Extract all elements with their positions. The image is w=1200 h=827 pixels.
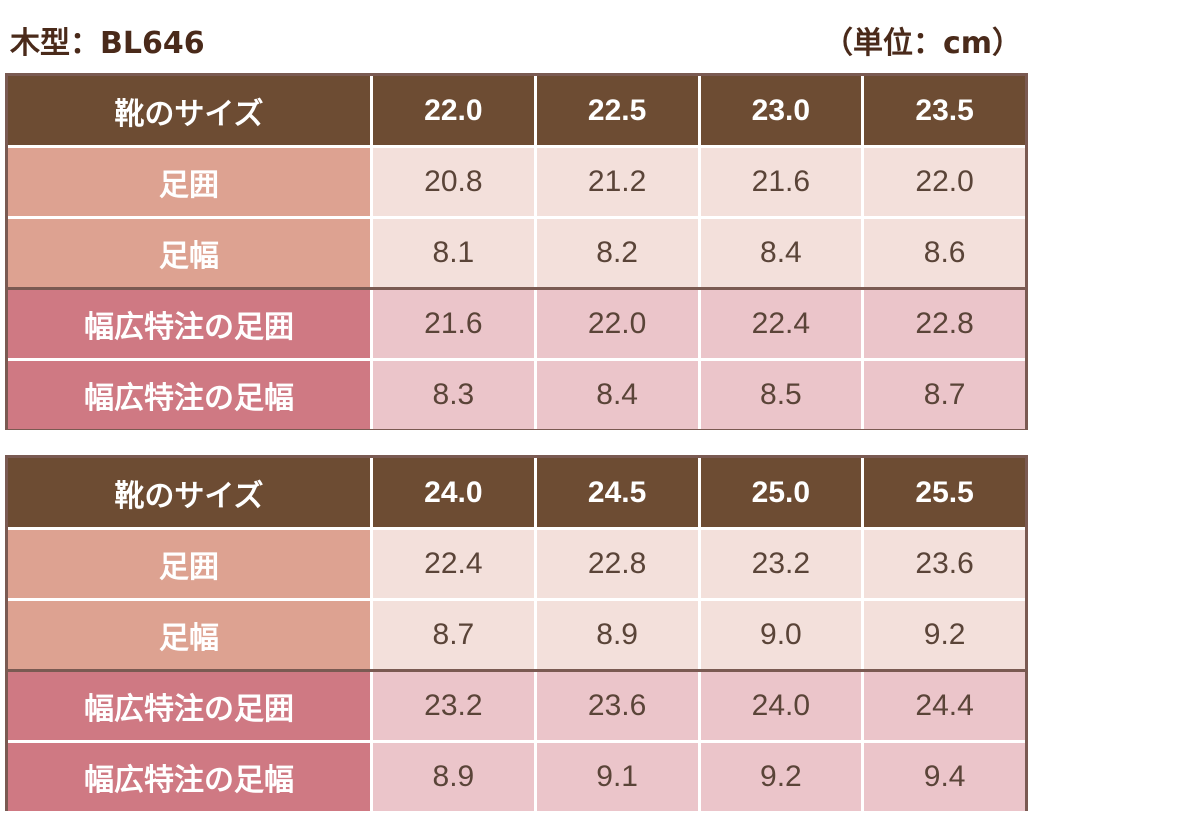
value-cell: 21.2 [533, 148, 698, 216]
value-cell: 22.8 [861, 290, 1025, 358]
value-cell: 8.6 [861, 219, 1025, 287]
value-cell: 9.2 [697, 743, 862, 811]
value-cell: 9.2 [861, 601, 1025, 669]
value-cell: 24.4 [861, 672, 1025, 740]
value-cell: 22.4 [697, 290, 862, 358]
value-cell: 8.1 [370, 219, 534, 287]
value-cell: 22.0 [861, 148, 1025, 216]
size-header: 24.5 [533, 458, 698, 527]
value-cell: 9.1 [533, 743, 698, 811]
header-row: 靴のサイズ 22.0 22.5 23.0 23.5 [8, 76, 1025, 145]
table-row-wide-width: 幅広特注の足幅 8.3 8.4 8.5 8.7 [8, 358, 1025, 429]
table-row-width: 足幅 8.7 8.9 9.0 9.2 [8, 598, 1025, 669]
size-header: 24.0 [370, 458, 534, 527]
unit-note: （単位：cm） [822, 26, 1022, 61]
value-cell: 20.8 [370, 148, 534, 216]
value-cell: 8.4 [533, 361, 698, 429]
table-row-wide-girth: 幅広特注の足囲 23.2 23.6 24.0 24.4 [8, 669, 1025, 740]
size-header: 23.0 [697, 76, 862, 145]
table-row-girth: 足囲 20.8 21.2 21.6 22.0 [8, 145, 1025, 216]
value-cell: 8.9 [370, 743, 534, 811]
value-cell: 23.6 [533, 672, 698, 740]
value-cell: 8.5 [697, 361, 862, 429]
header-label: 靴のサイズ [114, 478, 264, 514]
value-cell: 8.3 [370, 361, 534, 429]
size-header: 22.5 [533, 76, 698, 145]
value-cell: 9.4 [861, 743, 1025, 811]
table-row-girth: 足囲 22.4 22.8 23.2 23.6 [8, 527, 1025, 598]
table-row-width: 足幅 8.1 8.2 8.4 8.6 [8, 216, 1025, 287]
page-title: 木型：BL646 [10, 26, 205, 61]
value-cell: 21.6 [697, 148, 862, 216]
row-label: 幅広特注の足幅 [8, 361, 370, 429]
row-label: 足囲 [8, 148, 370, 216]
table-row-wide-width: 幅広特注の足幅 8.9 9.1 9.2 9.4 [8, 740, 1025, 811]
size-table-2: 靴のサイズ 24.0 24.5 25.0 25.5 足囲 22.4 22.8 2… [5, 455, 1028, 811]
row-label: 足囲 [8, 530, 370, 598]
value-cell: 8.7 [370, 601, 534, 669]
value-cell: 8.7 [861, 361, 1025, 429]
value-cell: 8.9 [533, 601, 698, 669]
size-header: 25.0 [697, 458, 862, 527]
value-cell: 23.6 [861, 530, 1025, 598]
row-label: 足幅 [8, 219, 370, 287]
table-row-wide-girth: 幅広特注の足囲 21.6 22.0 22.4 22.8 [8, 287, 1025, 358]
size-header: 23.5 [861, 76, 1025, 145]
size-table-1: 靴のサイズ 22.0 22.5 23.0 23.5 足囲 20.8 21.2 2… [5, 73, 1028, 430]
header-row: 靴のサイズ 24.0 24.5 25.0 25.5 [8, 458, 1025, 527]
value-cell: 23.2 [370, 672, 534, 740]
value-cell: 22.8 [533, 530, 698, 598]
row-label: 幅広特注の足囲 [8, 290, 370, 358]
row-label: 幅広特注の足囲 [8, 672, 370, 740]
value-cell: 22.4 [370, 530, 534, 598]
header-label: 靴のサイズ [114, 96, 264, 132]
value-cell: 23.2 [697, 530, 862, 598]
value-cell: 8.4 [697, 219, 862, 287]
value-cell: 24.0 [697, 672, 862, 740]
size-header: 22.0 [370, 76, 534, 145]
value-cell: 9.0 [697, 601, 862, 669]
value-cell: 8.2 [533, 219, 698, 287]
size-header: 25.5 [861, 458, 1025, 527]
value-cell: 22.0 [533, 290, 698, 358]
row-label: 幅広特注の足幅 [8, 743, 370, 811]
row-label: 足幅 [8, 601, 370, 669]
value-cell: 21.6 [370, 290, 534, 358]
